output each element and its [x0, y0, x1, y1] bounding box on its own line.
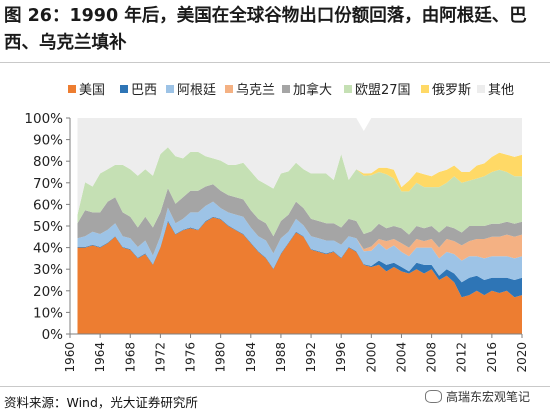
legend-item: 欧盟27国: [344, 83, 411, 98]
legend-label: 美国: [79, 83, 105, 98]
y-tick-label: 90%: [33, 133, 63, 149]
x-tick-label: 1996: [334, 342, 348, 373]
watermark: 高瑞东宏观笔记: [425, 388, 530, 405]
legend-label: 加拿大: [293, 82, 332, 98]
stacked-area-chart: 美国 巴西 阿根廷 乌克兰 加拿大 欧盟27国 俄罗斯 其他 0% 10% 20% 30% 40% 50…: [24, 82, 529, 373]
legend-item: 加拿大: [282, 82, 332, 98]
y-tick-label: 50%: [33, 219, 63, 235]
legend-swatch: [344, 85, 352, 93]
y-tick-label: 60%: [33, 197, 63, 213]
chat-bubble-icon: [425, 390, 442, 403]
legend-swatch: [421, 85, 429, 93]
legend-label: 欧盟27国: [355, 83, 411, 98]
legend-swatch: [166, 85, 174, 93]
legend-swatch: [225, 85, 233, 93]
legend-swatch: [282, 85, 290, 93]
title-divider: [0, 62, 550, 63]
legend-item: 其他: [477, 83, 514, 98]
legend-label: 俄罗斯: [432, 83, 471, 98]
legend-swatch: [120, 85, 128, 93]
legend-label: 阿根廷: [177, 83, 216, 98]
area-series-1: [77, 216, 522, 298]
x-tick-label: 2012: [455, 342, 469, 373]
legend-label: 巴西: [131, 83, 157, 98]
chart-legend: 美国 巴西 阿根廷 乌克兰 加拿大 欧盟27国 俄罗斯 其他: [68, 82, 514, 98]
area-series-3: [77, 201, 522, 261]
legend-item: 阿根廷: [166, 83, 216, 98]
y-tick-label: 0%: [42, 327, 64, 343]
legend-label: 其他: [488, 83, 514, 98]
x-tick-label: 2008: [425, 342, 439, 373]
plot-areas: [77, 118, 522, 334]
y-tick-label: 80%: [33, 154, 63, 170]
x-tick-label: 2016: [485, 342, 499, 373]
area-series-4: [77, 184, 522, 256]
x-tick-label: 1984: [244, 342, 258, 373]
area-series-6: [77, 147, 522, 215]
y-tick-label: 40%: [33, 241, 63, 257]
area-series-5: [77, 147, 522, 237]
x-tick-label: 2004: [394, 342, 408, 373]
y-tick-label: 100%: [24, 111, 63, 127]
x-tick-label: 1964: [93, 342, 107, 373]
x-tick-label: 1992: [304, 342, 318, 373]
y-tick-label: 10%: [33, 305, 63, 321]
legend-item: 乌克兰: [225, 82, 275, 98]
x-tick-label: 1968: [123, 342, 137, 373]
x-tick-label: 1976: [184, 342, 198, 373]
x-tick-label: 2000: [364, 342, 378, 373]
legend-item: 美国: [68, 83, 105, 98]
y-tick-label: 20%: [33, 284, 63, 300]
x-tick-label: 1960: [63, 342, 77, 373]
x-tick-label: 1980: [214, 342, 228, 373]
source-divider: [0, 386, 550, 387]
area-series-0: [77, 217, 522, 334]
y-tick-label: 70%: [33, 176, 63, 192]
legend-swatch: [477, 85, 485, 93]
watermark-text: 高瑞东宏观笔记: [446, 390, 531, 404]
legend-item: 俄罗斯: [421, 83, 471, 98]
chart-axes: 0% 10% 20% 30% 40% 50% 60% 70% 80% 90% 100% 1960 196…: [24, 111, 529, 373]
x-tick-label: 1988: [274, 342, 288, 373]
x-tick-label: 2020: [515, 342, 529, 373]
legend-swatch: [68, 85, 76, 93]
legend-label: 乌克兰: [236, 82, 275, 98]
area-series-2: [77, 201, 522, 283]
figure-title: 图 26：1990 年后，美国在全球谷物出口份额回落，由阿根廷、巴西、乌克兰填补: [4, 6, 527, 53]
x-tick-label: 1972: [153, 342, 167, 373]
area-series-7: [77, 118, 522, 215]
legend-item: 巴西: [120, 83, 157, 98]
source-note: 资料来源：Wind，光大证券研究所: [4, 395, 198, 410]
y-tick-label: 30%: [33, 262, 63, 278]
